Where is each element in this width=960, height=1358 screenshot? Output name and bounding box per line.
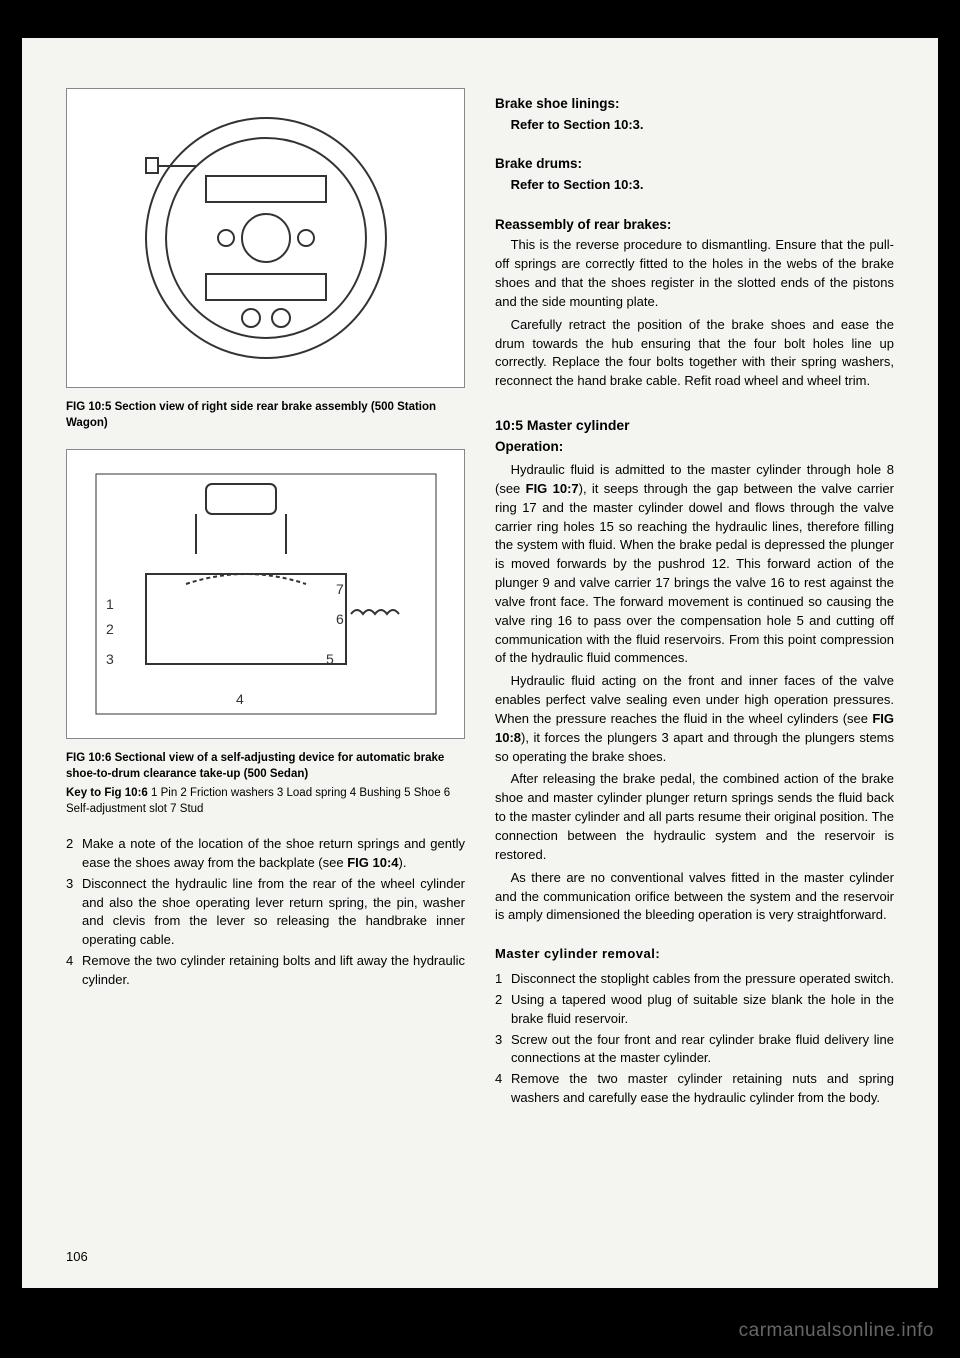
step-text: Remove the two master cylinder retaining…	[511, 1070, 894, 1108]
operation-p4: As there are no conventional valves fitt…	[495, 869, 894, 926]
svg-text:4: 4	[236, 691, 244, 707]
key-label: Key to Fig 10:6	[66, 787, 148, 799]
self-adjusting-device-icon: 1 2 3 4 5 6 7	[86, 464, 446, 724]
master-cylinder-removal-heading: Master cylinder removal:	[495, 945, 894, 964]
svg-text:6: 6	[336, 611, 344, 627]
brake-drums-heading: Brake drums:	[495, 154, 894, 174]
operation-p2: Hydraulic fluid acting on the front and …	[495, 672, 894, 766]
figure-10-5	[66, 88, 465, 388]
step-item: 1Disconnect the stoplight cables from th…	[495, 970, 894, 989]
manual-page: FIG 10:5 Section view of right side rear…	[22, 38, 938, 1288]
step-number: 3	[495, 1031, 511, 1069]
reassembly-p1: This is the reverse procedure to dismant…	[495, 236, 894, 311]
svg-text:1: 1	[106, 596, 114, 612]
step-text: Screw out the four front and rear cylind…	[511, 1031, 894, 1069]
step-number: 2	[66, 835, 82, 873]
svg-text:2: 2	[106, 621, 114, 637]
operation-p1: Hydraulic fluid is admitted to the maste…	[495, 461, 894, 668]
brake-shoe-linings-heading: Brake shoe linings:	[495, 94, 894, 114]
left-steps: 2Make a note of the location of the shoe…	[66, 835, 465, 992]
step-item: 2Make a note of the location of the shoe…	[66, 835, 465, 873]
step-item: 4Remove the two master cylinder retainin…	[495, 1070, 894, 1108]
fig-10-6-key: Key to Fig 10:6 1 Pin 2 Friction washers…	[66, 786, 465, 817]
step-text: Disconnect the hydraulic line from the r…	[82, 875, 465, 950]
svg-text:7: 7	[336, 581, 344, 597]
step-item: 2Using a tapered wood plug of suitable s…	[495, 991, 894, 1029]
step-item: 3Screw out the four front and rear cylin…	[495, 1031, 894, 1069]
fig-10-5-caption: FIG 10:5 Section view of right side rear…	[66, 400, 465, 431]
step-number: 1	[495, 970, 511, 989]
step-text: Remove the two cylinder retaining bolts …	[82, 952, 465, 990]
page-number: 106	[66, 1249, 88, 1264]
step-number: 4	[495, 1070, 511, 1108]
brake-shoe-linings-ref: Refer to Section 10:3.	[511, 116, 894, 135]
reassembly-heading: Reassembly of rear brakes:	[495, 215, 894, 235]
figure-10-6: 1 2 3 4 5 6 7	[66, 449, 465, 739]
step-item: 3Disconnect the hydraulic line from the …	[66, 875, 465, 950]
step-text: Disconnect the stoplight cables from the…	[511, 970, 894, 989]
step-number: 3	[66, 875, 82, 950]
svg-text:3: 3	[106, 651, 114, 667]
left-column: FIG 10:5 Section view of right side rear…	[66, 88, 465, 1258]
brake-assembly-icon	[136, 108, 396, 368]
right-column: Brake shoe linings: Refer to Section 10:…	[495, 88, 894, 1258]
section-10-5-heading: 10:5 Master cylinder	[495, 415, 894, 435]
step-number: 4	[66, 952, 82, 990]
brake-drums-ref: Refer to Section 10:3.	[511, 176, 894, 195]
operation-heading: Operation:	[495, 437, 894, 457]
svg-text:5: 5	[326, 651, 334, 667]
operation-p3: After releasing the brake pedal, the com…	[495, 770, 894, 864]
step-text: Make a note of the location of the shoe …	[82, 835, 465, 873]
reassembly-p2: Carefully retract the position of the br…	[495, 316, 894, 391]
step-text: Using a tapered wood plug of suitable si…	[511, 991, 894, 1029]
watermark: carmanualsonline.info	[739, 1320, 934, 1342]
step-number: 2	[495, 991, 511, 1029]
fig-10-6-caption: FIG 10:6 Sectional view of a self-adjust…	[66, 751, 465, 782]
master-cylinder-steps: 1Disconnect the stoplight cables from th…	[495, 970, 894, 1110]
step-item: 4Remove the two cylinder retaining bolts…	[66, 952, 465, 990]
